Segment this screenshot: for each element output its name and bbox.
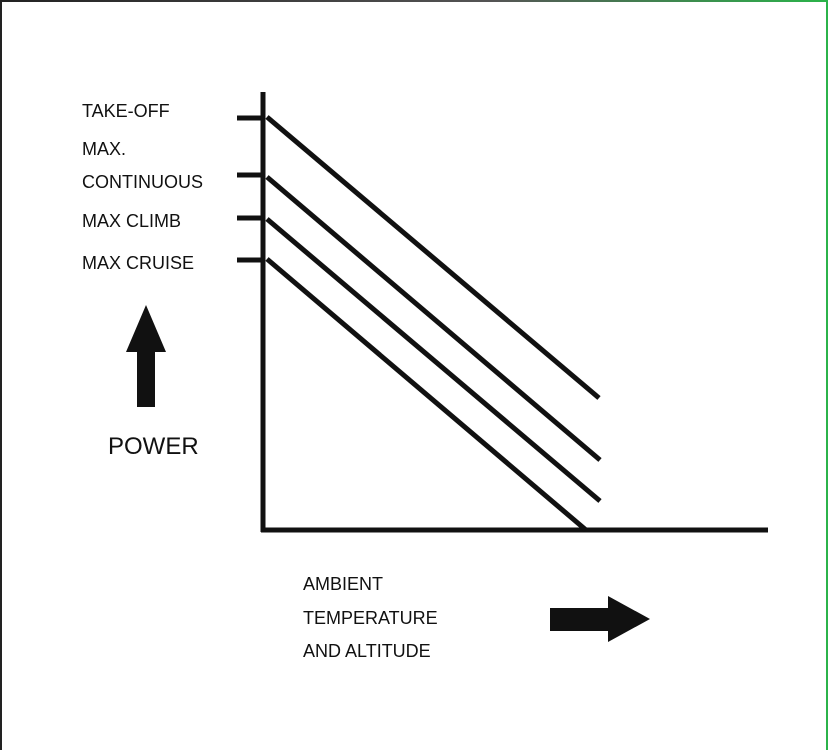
- level-label: TAKE-OFF: [82, 101, 170, 121]
- right-arrow: [550, 596, 650, 642]
- rating-line: [265, 217, 602, 503]
- level-label: CONTINUOUS: [82, 172, 203, 192]
- x-axis-label: AMBIENT: [303, 574, 383, 594]
- rating-line: [265, 257, 588, 532]
- rating-line: [265, 115, 601, 400]
- x-axis-label: AND ALTITUDE: [303, 641, 431, 661]
- up-arrow: [126, 305, 166, 407]
- level-label: MAX CLIMB: [82, 211, 181, 231]
- rating-line: [265, 175, 602, 462]
- y-axis-label: POWER: [108, 433, 199, 460]
- x-axis-label: TEMPERATURE: [303, 608, 438, 628]
- level-label: MAX CRUISE: [82, 253, 194, 273]
- level-label: MAX.: [82, 139, 126, 159]
